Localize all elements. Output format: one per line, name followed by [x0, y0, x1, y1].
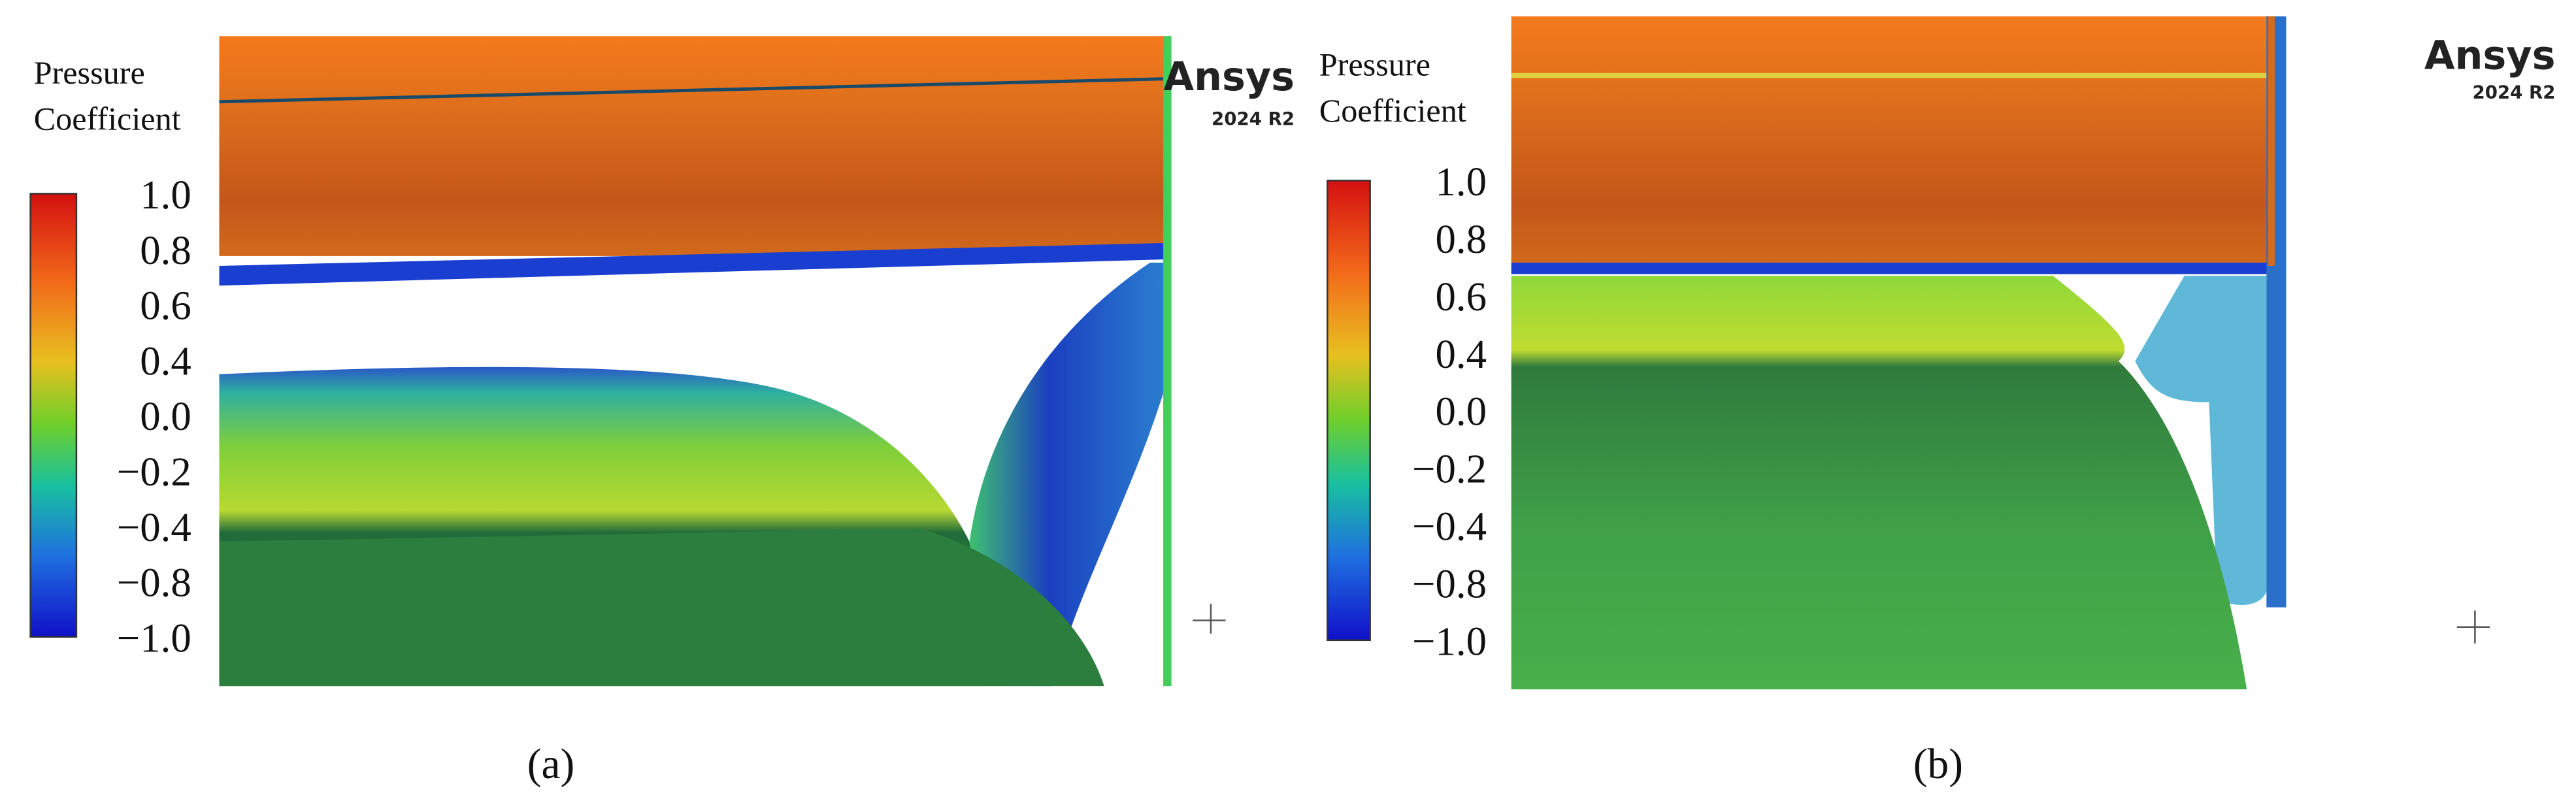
colorbar-tick-label: 0.6: [1435, 274, 1487, 319]
colorbar: [29, 193, 78, 638]
legend-title: Pressure: [34, 54, 145, 91]
colorbar-tick-label: 0.0: [1435, 389, 1487, 434]
colorbar-tick-label: −0.8: [117, 560, 191, 606]
colorbar-tick-label: −0.4: [1412, 504, 1487, 549]
colorbar-tick-label: −0.4: [117, 504, 191, 550]
legend-title: Coefficient: [1319, 92, 1466, 129]
legend-title: Coefficient: [34, 100, 181, 137]
colorbar-tick-label: −1.0: [117, 615, 191, 661]
colorbar-tick-label: 0.4: [140, 338, 191, 384]
colorbar-tick-label: 0.8: [1435, 216, 1487, 262]
logo: Ansys: [1163, 54, 1295, 100]
caption: (b): [1913, 741, 1963, 788]
logo-version: 2024 R2: [1212, 108, 1295, 129]
logo-version: 2024 R2: [2472, 82, 2555, 103]
logo: Ansys: [2424, 33, 2556, 79]
colorbar-tick-label: 1.0: [1435, 159, 1487, 204]
colorbar-tick-label: −0.2: [117, 449, 191, 495]
colorbar-tick-label: −0.8: [1412, 561, 1487, 606]
colorbar-tick-label: 0.0: [140, 393, 191, 439]
render-b: [1511, 16, 2490, 690]
colorbar-tick-label: −1.0: [1412, 618, 1487, 664]
colorbar-tick-label: 0.4: [1435, 331, 1487, 377]
colorbar-tick-label: 1.0: [140, 172, 191, 218]
colorbar-tick-label: 0.8: [140, 227, 191, 273]
colorbar-tick-label: 0.6: [140, 283, 191, 329]
legend-title: Pressure: [1319, 46, 1430, 83]
colorbar: [1327, 180, 1371, 642]
render-a: [219, 36, 1226, 687]
caption: (a): [527, 741, 574, 788]
colorbar-tick-label: −0.2: [1412, 446, 1487, 492]
